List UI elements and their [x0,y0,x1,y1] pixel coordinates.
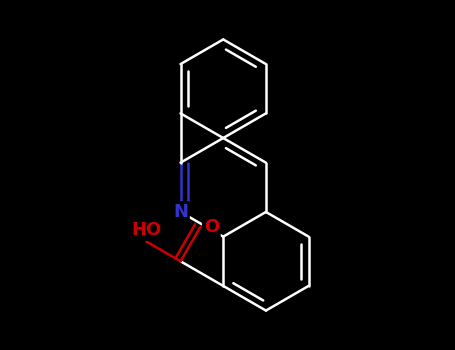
Text: O: O [204,218,219,236]
Text: HO: HO [131,221,162,239]
Text: N: N [173,203,188,221]
